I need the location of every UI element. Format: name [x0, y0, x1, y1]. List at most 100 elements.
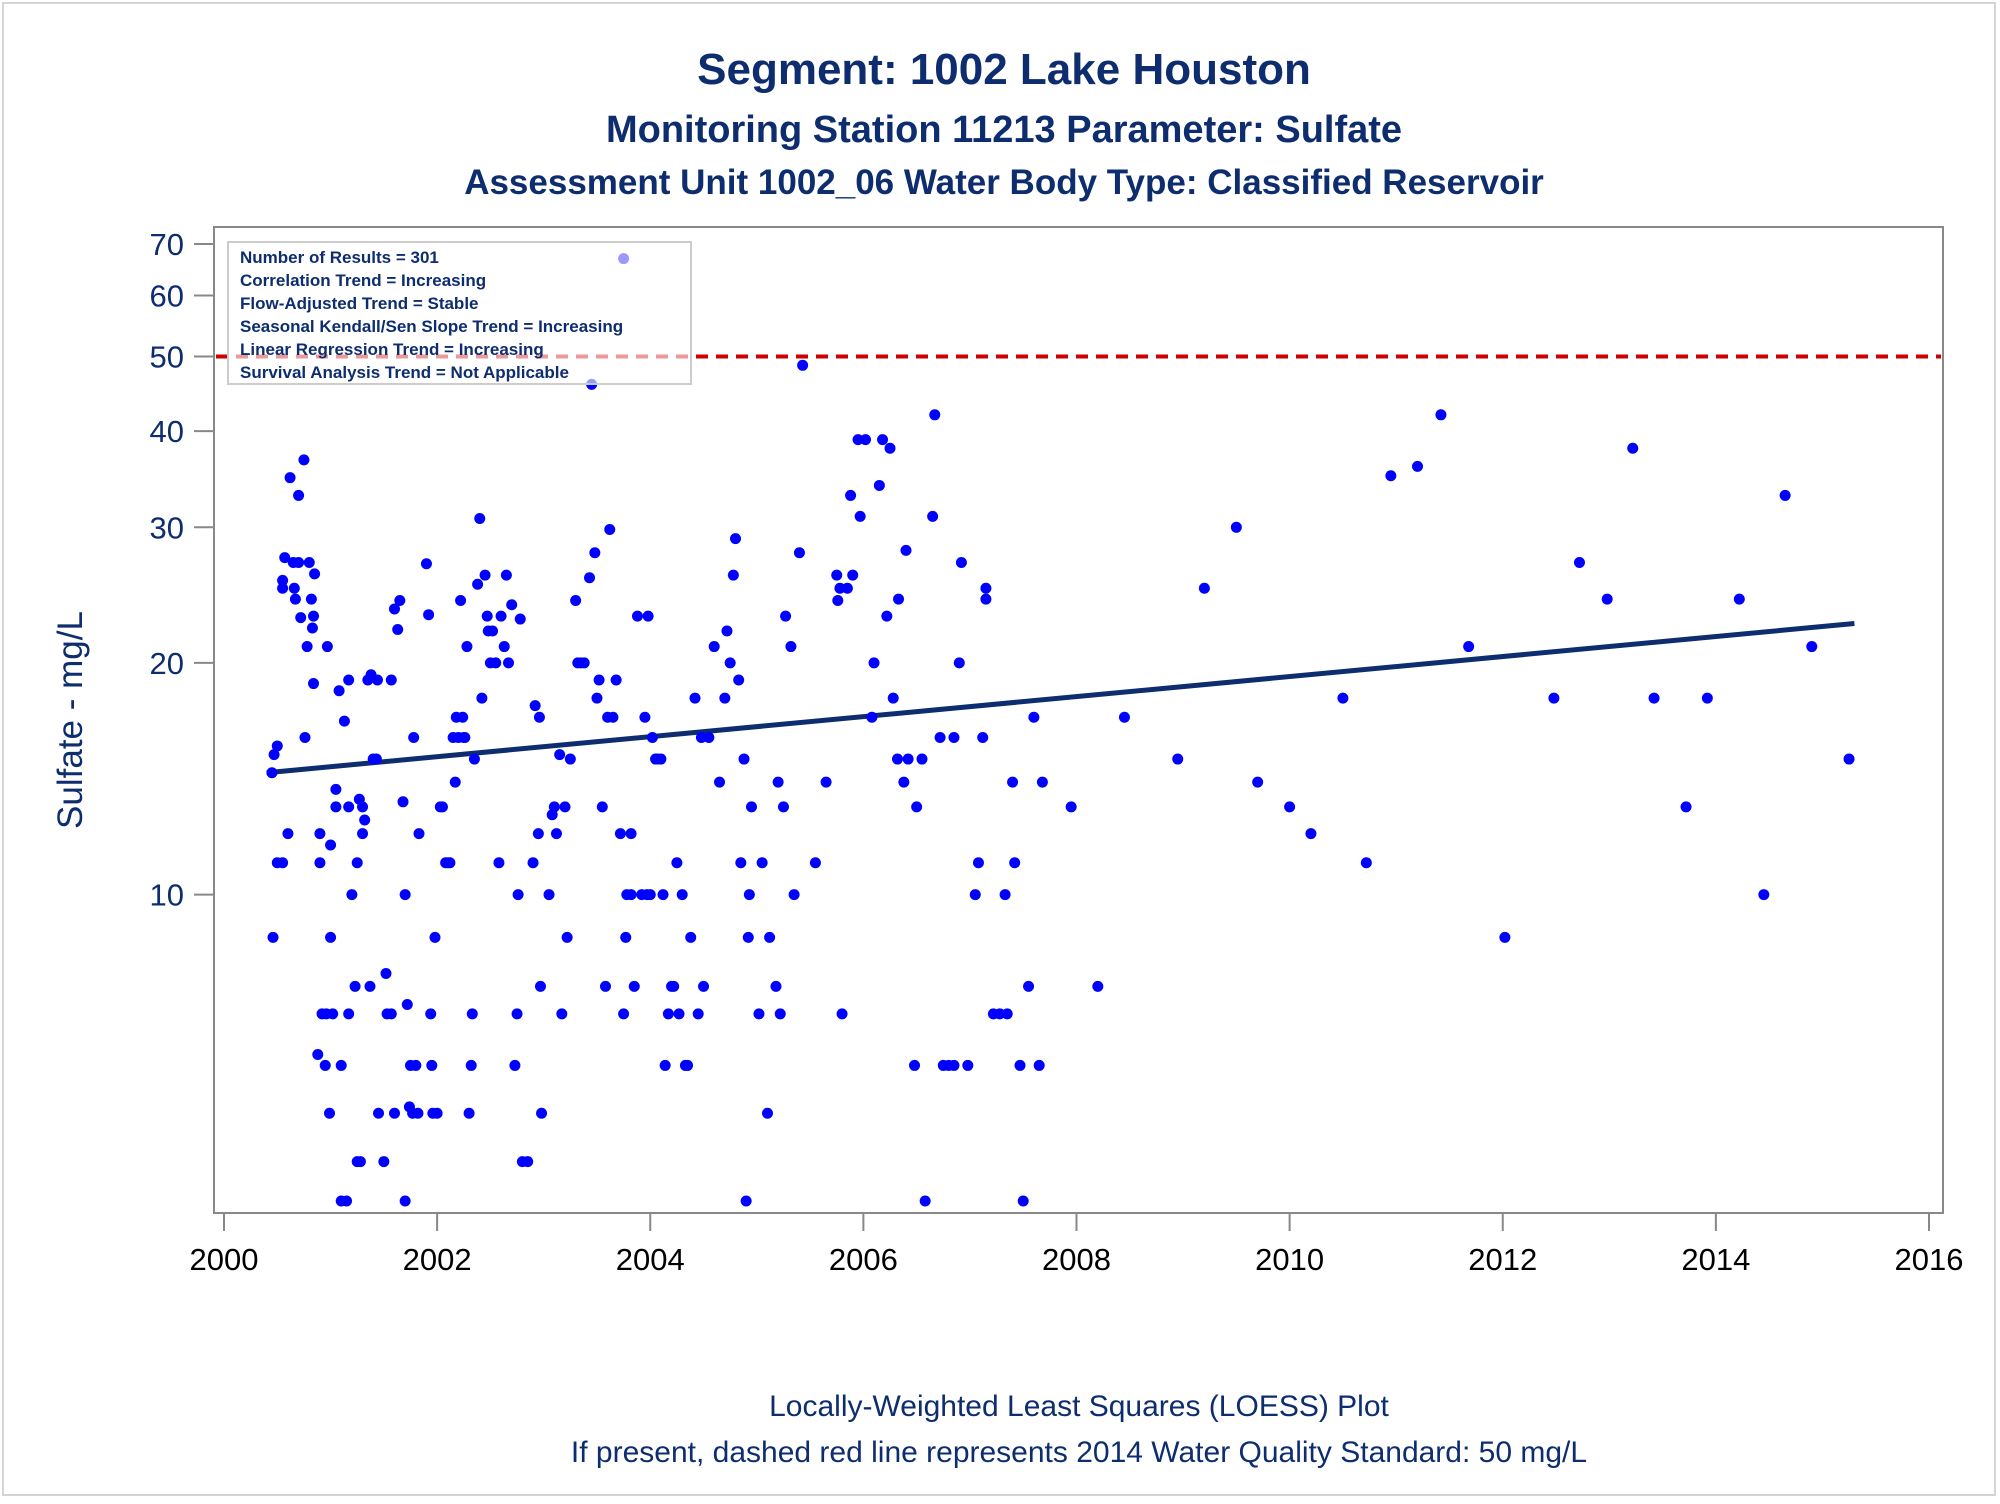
data-point	[673, 1008, 685, 1020]
data-point	[578, 657, 590, 669]
data-point	[271, 740, 283, 752]
data-point	[1023, 980, 1035, 992]
data-point	[692, 1008, 704, 1020]
stats-results: Number of Results = 301	[240, 248, 439, 267]
data-point	[628, 980, 640, 992]
footnote-loess: Locally-Weighted Least Squares (LOESS) P…	[769, 1390, 1389, 1423]
data-point	[743, 889, 755, 901]
data-point	[293, 557, 305, 569]
data-point	[389, 1107, 400, 1119]
data-point	[953, 657, 965, 669]
data-point	[836, 1008, 848, 1020]
data-point	[423, 609, 435, 621]
data-point	[444, 857, 456, 869]
data-point	[631, 610, 643, 622]
x-tick-label: 2002	[403, 1242, 472, 1277]
data-point	[267, 931, 279, 943]
data-point	[305, 593, 317, 605]
data-point	[401, 998, 413, 1010]
data-point	[685, 931, 697, 943]
data-point	[346, 889, 358, 901]
data-point	[373, 1107, 385, 1119]
data-point	[1036, 776, 1048, 788]
data-point	[1701, 692, 1713, 704]
data-point	[777, 801, 789, 813]
data-point	[554, 749, 566, 761]
data-point	[306, 622, 318, 634]
data-point	[820, 776, 832, 788]
data-point	[620, 931, 632, 943]
data-point	[1252, 776, 1264, 788]
data-point	[511, 1008, 523, 1020]
data-point	[1230, 521, 1242, 533]
data-point	[498, 641, 510, 653]
data-point	[476, 692, 488, 704]
stats-flow-adjusted: Flow-Adjusted Trend = Stable	[240, 294, 479, 313]
data-point	[929, 409, 941, 421]
data-point	[371, 674, 383, 686]
y-axis: 10 20 30 40 50 60 70	[150, 227, 214, 913]
data-point	[500, 569, 512, 581]
data-point	[662, 1008, 674, 1020]
data-point	[753, 1008, 765, 1020]
data-point	[1548, 692, 1560, 704]
data-point	[873, 479, 885, 491]
x-tick-label: 2004	[616, 1242, 685, 1277]
data-point	[788, 889, 800, 901]
data-point	[809, 857, 821, 869]
y-tick-label: 30	[150, 510, 184, 545]
data-point	[738, 753, 750, 765]
data-point	[745, 801, 757, 813]
data-point	[1092, 980, 1104, 992]
data-point	[916, 753, 928, 765]
data-point	[327, 1008, 339, 1020]
data-point	[604, 524, 616, 536]
data-point	[293, 489, 305, 501]
data-point	[911, 801, 923, 813]
data-point	[425, 1008, 437, 1020]
data-point	[279, 552, 291, 564]
data-point	[934, 731, 946, 743]
data-point	[413, 828, 425, 840]
data-point	[357, 828, 369, 840]
data-point	[277, 574, 289, 586]
data-point	[468, 753, 480, 765]
data-point	[891, 753, 903, 765]
x-tick-label: 2012	[1468, 1242, 1537, 1277]
data-point	[408, 731, 420, 743]
data-point	[1385, 470, 1397, 482]
data-point	[351, 857, 363, 869]
data-point	[584, 572, 596, 584]
data-point	[284, 472, 296, 484]
chart-subtitle: Monitoring Station 11213 Parameter: Sulf…	[606, 109, 1402, 151]
data-point	[312, 1048, 324, 1060]
data-point	[385, 1008, 397, 1020]
data-point	[1028, 711, 1040, 723]
data-point	[514, 613, 526, 625]
trend-line	[266, 621, 1855, 776]
data-point	[1627, 442, 1639, 454]
stats-linear-regression: Linear Regression Trend = Increasing	[240, 340, 544, 359]
chart-subtitle-2: Assessment Unit 1002_06 Water Body Type:…	[464, 163, 1544, 202]
data-point	[341, 1195, 353, 1207]
data-point	[721, 625, 733, 637]
chart-title: Segment: 1002 Lake Houston	[697, 45, 1311, 94]
data-point	[980, 593, 992, 605]
data-point	[887, 692, 899, 704]
data-point	[845, 489, 857, 501]
data-point	[866, 711, 878, 723]
data-point	[639, 711, 651, 723]
data-point	[902, 753, 914, 765]
data-point	[614, 828, 626, 840]
data-point	[1118, 711, 1130, 723]
data-point	[740, 1195, 752, 1207]
data-point	[927, 510, 939, 522]
stats-box: Number of Results = 301 Correlation Tren…	[227, 241, 692, 385]
data-point	[1033, 1059, 1045, 1071]
data-point	[349, 980, 361, 992]
x-tick-label: 2000	[190, 1242, 259, 1277]
data-point	[333, 685, 345, 697]
data-point	[533, 711, 545, 723]
data-point	[303, 557, 315, 569]
data-point	[1758, 889, 1770, 901]
